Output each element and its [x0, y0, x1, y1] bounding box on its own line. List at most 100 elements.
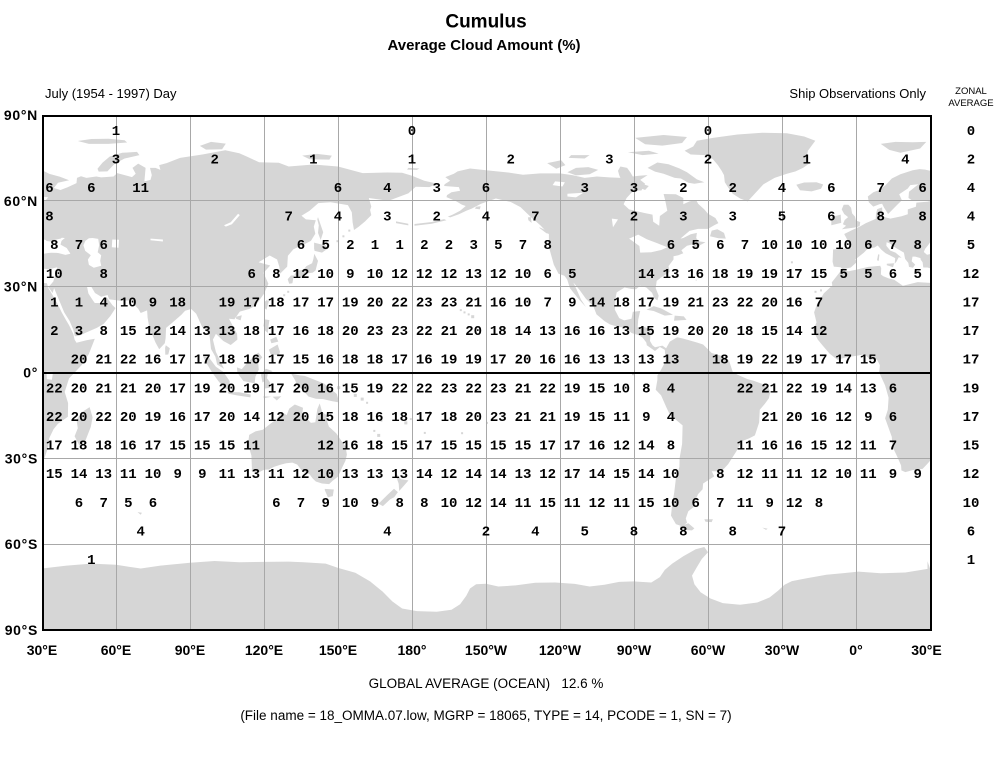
- svg-text:4: 4: [334, 210, 342, 226]
- svg-text:17: 17: [145, 439, 162, 455]
- svg-text:ZONAL: ZONAL: [955, 86, 987, 97]
- svg-text:17: 17: [391, 353, 408, 369]
- svg-text:11: 11: [613, 496, 630, 512]
- svg-text:3: 3: [605, 152, 613, 168]
- svg-text:13: 13: [219, 324, 236, 340]
- svg-text:2: 2: [346, 238, 354, 254]
- svg-text:11: 11: [132, 181, 149, 197]
- svg-text:6: 6: [272, 496, 280, 512]
- svg-text:20: 20: [120, 410, 137, 426]
- svg-text:14: 14: [243, 410, 260, 426]
- svg-text:17: 17: [169, 353, 186, 369]
- svg-text:3: 3: [75, 324, 83, 340]
- svg-text:16: 16: [169, 410, 186, 426]
- svg-text:13: 13: [367, 467, 384, 483]
- svg-text:6: 6: [967, 524, 975, 540]
- svg-text:18: 18: [613, 296, 630, 312]
- svg-text:13: 13: [589, 353, 606, 369]
- svg-text:16: 16: [243, 353, 260, 369]
- svg-text:22: 22: [391, 381, 408, 397]
- svg-text:15: 15: [391, 439, 408, 455]
- svg-text:7: 7: [543, 296, 551, 312]
- svg-text:12: 12: [441, 267, 458, 283]
- svg-text:18: 18: [243, 324, 260, 340]
- svg-text:10: 10: [963, 496, 980, 512]
- svg-text:12: 12: [391, 267, 408, 283]
- svg-text:16: 16: [293, 324, 310, 340]
- svg-text:1: 1: [395, 238, 403, 254]
- svg-text:18: 18: [342, 410, 359, 426]
- svg-text:15: 15: [490, 439, 507, 455]
- svg-text:12: 12: [539, 467, 556, 483]
- svg-text:2: 2: [679, 181, 687, 197]
- svg-text:7: 7: [889, 238, 897, 254]
- svg-text:5: 5: [967, 238, 975, 254]
- svg-text:16: 16: [317, 381, 334, 397]
- svg-text:0: 0: [408, 124, 416, 140]
- svg-text:16: 16: [564, 353, 581, 369]
- svg-text:13: 13: [194, 324, 211, 340]
- svg-text:19: 19: [663, 296, 680, 312]
- svg-text:22: 22: [737, 296, 754, 312]
- svg-text:6: 6: [334, 181, 342, 197]
- svg-text:8: 8: [272, 267, 280, 283]
- svg-text:20: 20: [293, 381, 310, 397]
- svg-text:15: 15: [169, 439, 186, 455]
- svg-text:2: 2: [967, 152, 975, 168]
- svg-text:11: 11: [564, 496, 581, 512]
- svg-text:17: 17: [963, 324, 980, 340]
- svg-text:8: 8: [913, 238, 921, 254]
- svg-text:10: 10: [145, 467, 162, 483]
- svg-text:17: 17: [194, 410, 211, 426]
- svg-text:90°S: 90°S: [5, 622, 38, 638]
- svg-text:21: 21: [441, 324, 458, 340]
- svg-text:15: 15: [811, 439, 828, 455]
- svg-text:8: 8: [815, 496, 823, 512]
- svg-text:15: 15: [293, 353, 310, 369]
- svg-text:6: 6: [864, 238, 872, 254]
- svg-text:17: 17: [243, 296, 260, 312]
- svg-text:23: 23: [441, 381, 458, 397]
- svg-text:13: 13: [663, 267, 680, 283]
- svg-text:Cumulus: Cumulus: [445, 12, 526, 33]
- svg-text:6: 6: [99, 238, 107, 254]
- svg-text:21: 21: [515, 410, 532, 426]
- svg-text:0: 0: [704, 124, 712, 140]
- svg-text:10: 10: [441, 496, 458, 512]
- svg-text:14: 14: [515, 324, 532, 340]
- svg-text:18: 18: [317, 324, 334, 340]
- svg-text:19: 19: [564, 381, 581, 397]
- svg-text:12: 12: [786, 496, 803, 512]
- svg-text:20: 20: [71, 381, 88, 397]
- svg-text:8: 8: [99, 267, 107, 283]
- svg-text:July (1954 - 1997) Day: July (1954 - 1997) Day: [45, 86, 177, 101]
- svg-text:12: 12: [811, 467, 828, 483]
- svg-text:2: 2: [50, 324, 58, 340]
- svg-text:15: 15: [465, 439, 482, 455]
- svg-text:17: 17: [194, 353, 211, 369]
- svg-text:20: 20: [219, 410, 236, 426]
- svg-text:5: 5: [124, 496, 132, 512]
- svg-text:13: 13: [391, 467, 408, 483]
- svg-text:3: 3: [432, 181, 440, 197]
- svg-text:3: 3: [580, 181, 588, 197]
- svg-text:9: 9: [371, 496, 379, 512]
- svg-text:14: 14: [71, 467, 88, 483]
- svg-text:3: 3: [679, 210, 687, 226]
- svg-text:13: 13: [243, 467, 260, 483]
- svg-text:16: 16: [687, 267, 704, 283]
- svg-text:20: 20: [71, 410, 88, 426]
- svg-text:60°N: 60°N: [4, 193, 38, 209]
- svg-text:4: 4: [667, 381, 675, 397]
- svg-text:23: 23: [490, 410, 507, 426]
- svg-text:5: 5: [913, 267, 921, 283]
- svg-text:2: 2: [432, 210, 440, 226]
- svg-text:9: 9: [173, 467, 181, 483]
- svg-text:9: 9: [321, 496, 329, 512]
- svg-text:18: 18: [169, 296, 186, 312]
- svg-text:16: 16: [761, 439, 778, 455]
- svg-text:22: 22: [737, 381, 754, 397]
- svg-text:15: 15: [515, 439, 532, 455]
- svg-text:16: 16: [490, 296, 507, 312]
- svg-text:17: 17: [416, 439, 433, 455]
